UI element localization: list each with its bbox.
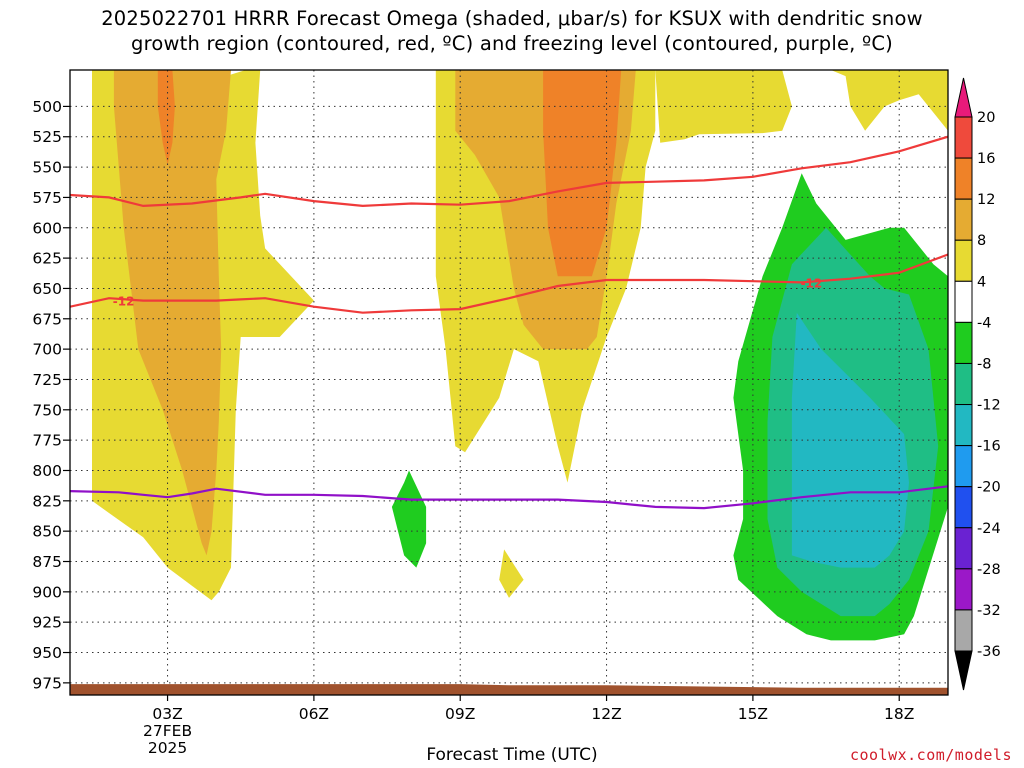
colorbar-label-9: -20 bbox=[977, 480, 1001, 496]
colorbar-segment-13 bbox=[954, 609, 973, 652]
colorbar-segment-12 bbox=[954, 568, 973, 611]
y-tick-label-950: 950 bbox=[32, 644, 62, 662]
colorbar-segment-1 bbox=[954, 116, 973, 159]
colorbar-label-13: -36 bbox=[977, 644, 1001, 660]
colorbar-segment-3 bbox=[954, 198, 973, 241]
colorbar-label-8: -16 bbox=[977, 439, 1001, 455]
credit-text: coolwx.com/models bbox=[849, 746, 1012, 764]
y-tick-label-600: 600 bbox=[32, 219, 62, 237]
dgz-contour-label-1: -12 bbox=[113, 295, 135, 309]
x-tick-label-12Z: 12Z bbox=[591, 705, 621, 723]
x-tick-label-18Z: 18Z bbox=[884, 705, 914, 723]
colorbar-label-0: 20 bbox=[977, 110, 995, 126]
dgz-contour-1 bbox=[70, 135, 948, 208]
y-tick-label-800: 800 bbox=[32, 462, 62, 480]
colorbar-segment-10 bbox=[954, 486, 973, 529]
plot-content: -12 -12 bbox=[70, 70, 948, 695]
colorbar-label-5: -4 bbox=[977, 315, 991, 331]
freezing-level-contour bbox=[70, 485, 948, 510]
x-tick-label-15Z: 15Z bbox=[738, 705, 768, 723]
x-tick-sublabel-1: 27FEB bbox=[143, 722, 192, 740]
omega-region-3 bbox=[157, 70, 175, 165]
y-tick-label-750: 750 bbox=[32, 401, 62, 419]
x-axis-label: Forecast Time (UTC) bbox=[426, 745, 598, 765]
colorbar-label-2: 12 bbox=[977, 192, 995, 208]
omega-region-11 bbox=[391, 470, 427, 568]
y-tick-label-975: 975 bbox=[32, 674, 62, 692]
colorbar-segment-2 bbox=[954, 157, 973, 200]
colorbar-label-10: -24 bbox=[977, 521, 1001, 537]
axes: 500 525 550 575 600 625 650 675 700 725 750 775 800 8… bbox=[32, 69, 949, 757]
y-tick-label-725: 725 bbox=[32, 371, 62, 389]
y-tick-label-575: 575 bbox=[32, 189, 62, 207]
colorbar: 20 16 12 8 4 -4 -8 -12 -16 -20 -24 -28 -32 -36 bbox=[954, 77, 1001, 691]
colorbar-label-11: -28 bbox=[977, 562, 1001, 578]
y-tick-label-900: 900 bbox=[32, 583, 62, 601]
colorbar-bottom-arrow bbox=[954, 650, 973, 691]
colorbar-segment-8 bbox=[954, 404, 973, 447]
colorbar-label-6: -8 bbox=[977, 356, 991, 372]
y-tick-label-775: 775 bbox=[32, 432, 62, 450]
y-tick-label-550: 550 bbox=[32, 159, 62, 177]
ground-terrain bbox=[70, 684, 948, 695]
y-tick-label-625: 625 bbox=[32, 250, 62, 268]
omega-region-13 bbox=[791, 312, 909, 568]
plot-area: -12 -12 bbox=[70, 70, 948, 695]
chart-title-line-2: growth region (contoured, red, ºC) and f… bbox=[131, 32, 893, 55]
y-tick-label-825: 825 bbox=[32, 492, 62, 510]
y-tick-label-675: 675 bbox=[32, 310, 62, 328]
y-tick-label-525: 525 bbox=[32, 128, 62, 146]
omega-region-6 bbox=[830, 70, 948, 131]
colorbar-segment-11 bbox=[954, 527, 973, 570]
y-tick-label-850: 850 bbox=[32, 523, 62, 541]
omega-region-2 bbox=[113, 70, 231, 556]
x-tick-label-09Z: 09Z bbox=[445, 705, 475, 723]
colorbar-segment-5 bbox=[954, 280, 973, 323]
y-tick-label-500: 500 bbox=[32, 98, 62, 116]
x-tick-label-06Z: 06Z bbox=[299, 705, 329, 723]
x-tick-label-03Z: 03Z bbox=[152, 705, 182, 723]
plot-frame bbox=[69, 69, 949, 696]
colorbar-label-4: 4 bbox=[977, 274, 986, 290]
y-tick-label-650: 650 bbox=[32, 280, 62, 298]
colorbar-segment-9 bbox=[954, 445, 973, 488]
dgz-contour-label-2: -12 bbox=[801, 276, 823, 290]
colorbar-label-12: -32 bbox=[977, 603, 1001, 619]
y-tick-label-925: 925 bbox=[32, 614, 62, 632]
omega-region-9 bbox=[543, 70, 622, 277]
omega-region-5 bbox=[655, 70, 792, 143]
colorbar-label-7: -12 bbox=[977, 398, 1001, 414]
y-tick-label-875: 875 bbox=[32, 553, 62, 571]
colorbar-segment-7 bbox=[954, 362, 973, 406]
chart-title-line-1: 2025022701 HRRR Forecast Omega (shaded, … bbox=[101, 7, 923, 30]
dgz-contour-2 bbox=[70, 253, 948, 314]
y-tick-label-700: 700 bbox=[32, 341, 62, 359]
colorbar-label-1: 16 bbox=[977, 151, 995, 167]
x-tick-sublabel-2: 2025 bbox=[148, 739, 187, 757]
colorbar-segment-4 bbox=[954, 239, 973, 282]
colorbar-top-arrow bbox=[954, 77, 973, 118]
omega-region-7 bbox=[499, 549, 524, 598]
colorbar-label-3: 8 bbox=[977, 233, 986, 249]
colorbar-segment-6 bbox=[954, 321, 973, 364]
